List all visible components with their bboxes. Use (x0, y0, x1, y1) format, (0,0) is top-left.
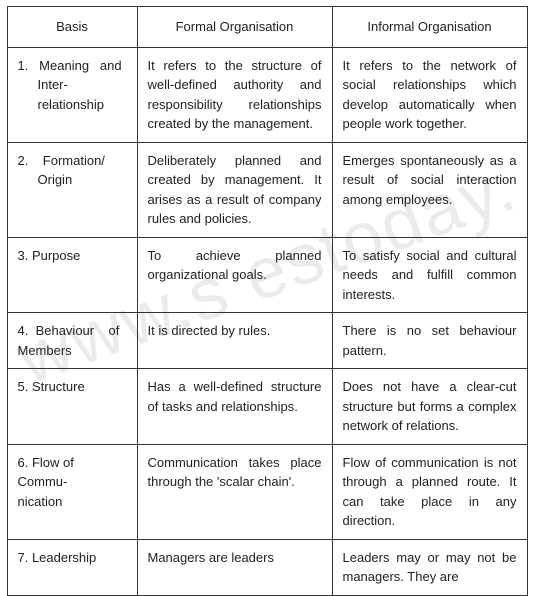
cell-informal: To satisfy social and cultural needs and… (332, 237, 527, 313)
table-row: 4. Behaviour ofMembers It is directed by… (7, 313, 527, 369)
cell-informal: It refers to the network of social relat… (332, 47, 527, 142)
cell-informal: Emerges spontaneously as a result of soc… (332, 142, 527, 237)
cell-basis: 2. Formation/Origin (7, 142, 137, 237)
cell-basis: 7. Leadership (7, 539, 137, 595)
cell-informal: Does not have a clear-cut structure but … (332, 369, 527, 445)
cell-informal: There is no set behaviour pattern. (332, 313, 527, 369)
table-row: 3. Purpose To achieve planned organizati… (7, 237, 527, 313)
cell-formal: It refers to the structure of well-defin… (137, 47, 332, 142)
header-formal: Formal Organisation (137, 7, 332, 48)
cell-informal: Leaders may or may not be managers. They… (332, 539, 527, 595)
cell-basis: 3. Purpose (7, 237, 137, 313)
cell-formal: To achieve planned organizational goals. (137, 237, 332, 313)
cell-informal: Flow of communication is not through a p… (332, 444, 527, 539)
cell-basis: 4. Behaviour ofMembers (7, 313, 137, 369)
table-row: 5. Structure Has a well-defined structur… (7, 369, 527, 445)
table-row: 2. Formation/Origin Deliberately planned… (7, 142, 527, 237)
cell-formal: Managers are leaders (137, 539, 332, 595)
cell-basis: 6. Flow of Commu-nication (7, 444, 137, 539)
header-informal: Informal Organisation (332, 7, 527, 48)
table-header-row: Basis Formal Organisation Informal Organ… (7, 7, 527, 48)
cell-formal: Has a well-defined structure of tasks an… (137, 369, 332, 445)
cell-formal: Communication takes place through the 's… (137, 444, 332, 539)
comparison-table: Basis Formal Organisation Informal Organ… (7, 6, 528, 596)
table-row: 7. Leadership Managers are leaders Leade… (7, 539, 527, 595)
table-row: 6. Flow of Commu-nication Communication … (7, 444, 527, 539)
header-basis: Basis (7, 7, 137, 48)
cell-formal: Deliberately planned and created by mana… (137, 142, 332, 237)
cell-basis: 1. Meaning andInter-relationship (7, 47, 137, 142)
table-row: 1. Meaning andInter-relationship It refe… (7, 47, 527, 142)
cell-formal: It is directed by rules. (137, 313, 332, 369)
cell-basis: 5. Structure (7, 369, 137, 445)
